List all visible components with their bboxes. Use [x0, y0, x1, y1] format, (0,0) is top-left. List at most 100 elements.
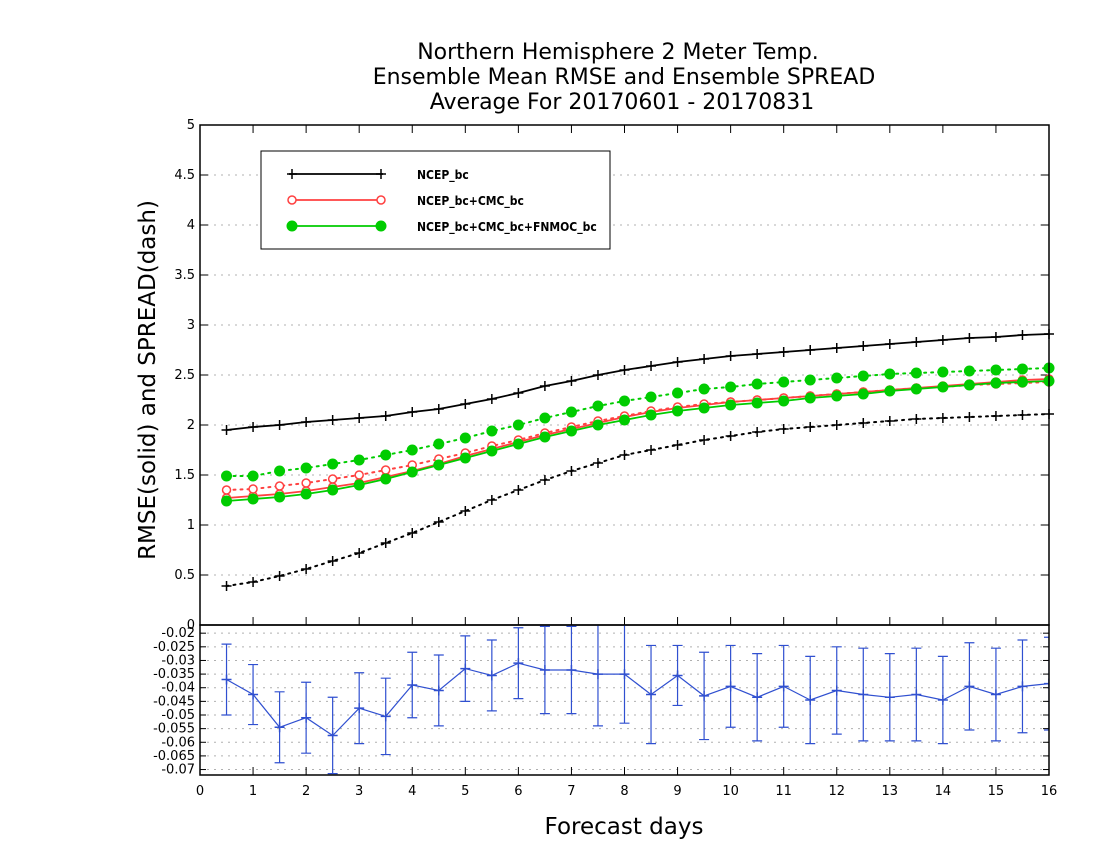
data-point-filled-circle — [831, 372, 843, 384]
data-point-filled-circle — [565, 406, 577, 418]
data-point-plus — [301, 712, 312, 723]
data-point-filled-circle — [286, 220, 298, 232]
data-point-plus — [274, 420, 285, 430]
data-point-filled-circle — [1016, 363, 1028, 375]
series-NCEP_bc+CMC_bc-dotted — [221, 377, 1054, 495]
data-point-plus — [672, 670, 683, 681]
data-point-filled-circle — [274, 491, 286, 503]
data-point-plus — [778, 681, 789, 692]
x-tick-label: 3 — [355, 784, 363, 799]
data-point-plus — [672, 357, 683, 367]
x-tick-label: 2 — [302, 784, 310, 799]
difference-series-clip — [221, 625, 1049, 775]
data-point-plus — [513, 485, 524, 495]
data-point-plus — [805, 422, 816, 432]
data-point-filled-circle — [698, 383, 710, 395]
data-point-filled-circle — [778, 395, 790, 407]
data-point-filled-circle — [459, 432, 471, 444]
data-point-plus — [619, 669, 630, 680]
data-point-plus — [354, 703, 365, 714]
data-point-plus — [752, 692, 763, 703]
data-point-filled-circle — [672, 387, 684, 399]
data-point-plus — [486, 394, 497, 404]
x-tick-label: 0 — [196, 784, 204, 799]
data-point-filled-circle — [725, 381, 737, 393]
data-point-open-circle — [354, 470, 364, 480]
data-point-plus — [911, 337, 922, 347]
data-point-plus — [248, 577, 259, 587]
data-point-plus — [460, 663, 471, 674]
data-point-plus — [858, 341, 869, 351]
data-point-filled-circle — [512, 419, 524, 431]
data-point-filled-circle — [406, 466, 418, 478]
data-point-plus — [937, 695, 948, 705]
data-point-plus — [566, 466, 577, 476]
data-point-plus — [301, 564, 312, 574]
data-point-plus — [380, 411, 391, 421]
data-point-plus — [990, 332, 1001, 342]
data-point-plus — [592, 669, 603, 680]
data-point-filled-circle — [433, 459, 445, 471]
data-point-plus — [831, 343, 842, 353]
data-point-plus — [407, 680, 418, 690]
data-point-filled-circle — [645, 391, 657, 403]
top-y-tick-label: 3 — [187, 318, 195, 333]
data-point-filled-circle — [645, 409, 657, 421]
data-point-filled-circle — [486, 445, 498, 457]
data-point-plus — [592, 370, 603, 380]
data-point-plus — [354, 548, 365, 558]
data-point-plus — [646, 689, 657, 700]
data-point-open-circle — [274, 481, 285, 491]
data-point-filled-circle — [353, 479, 365, 491]
data-point-plus — [248, 422, 259, 432]
data-point-filled-circle — [804, 392, 816, 404]
data-point-plus — [699, 354, 710, 364]
top-y-tick-label: 0.5 — [174, 568, 195, 583]
series-NCEP_bc+CMC_bc+FNMOC_bc-solid — [221, 375, 1055, 507]
legend-entry: NCEP_bc+CMC_bc+FNMOC_bc — [286, 220, 597, 235]
data-point-filled-circle — [406, 444, 418, 456]
top-y-tick-label: 1.5 — [174, 468, 195, 483]
data-point-filled-circle — [937, 366, 949, 378]
series-NCEP_bc+CMC_bc+FNMOC_bc-dotted — [221, 362, 1055, 482]
data-point-plus — [274, 722, 285, 733]
data-point-plus — [646, 445, 657, 455]
series-line — [225, 413, 1050, 587]
data-point-plus — [884, 416, 895, 426]
data-point-filled-circle — [804, 374, 816, 386]
chart-title-line-1: Northern Hemisphere 2 Meter Temp. — [417, 40, 819, 65]
top-y-tick-label: 1 — [187, 518, 195, 533]
data-point-filled-circle — [539, 412, 551, 424]
top-y-tick-label: 4.5 — [174, 168, 195, 183]
bottom-y-tick-label: -0.065 — [153, 749, 195, 764]
data-point-plus — [858, 689, 869, 700]
x-tick-label: 9 — [673, 784, 681, 799]
data-point-plus — [1017, 330, 1028, 340]
difference-line — [226, 662, 1049, 737]
data-point-filled-circle — [910, 367, 922, 379]
data-point-filled-circle — [486, 425, 498, 437]
data-point-plus — [354, 413, 365, 423]
data-point-plus — [301, 417, 312, 427]
data-point-plus — [858, 418, 869, 428]
data-point-open-circle — [248, 484, 258, 494]
data-point-filled-circle — [937, 381, 949, 393]
data-point-filled-circle — [327, 484, 339, 496]
bottom-y-tick-label: -0.04 — [161, 681, 195, 696]
data-point-filled-circle — [698, 402, 710, 414]
data-point-plus — [380, 538, 391, 548]
y-axis-label: RMSE(solid) and SPREAD(dash) — [135, 200, 161, 560]
x-tick-label: 5 — [461, 784, 469, 799]
data-point-plus — [964, 412, 975, 422]
data-point-plus — [990, 689, 1001, 700]
data-point-filled-circle — [539, 431, 551, 443]
data-point-filled-circle — [751, 397, 763, 409]
data-point-filled-circle — [672, 405, 684, 417]
data-point-filled-circle — [963, 365, 975, 377]
data-point-plus — [376, 169, 386, 179]
data-point-filled-circle — [221, 470, 233, 482]
bottom-y-tick-label: -0.045 — [153, 694, 195, 709]
data-point-filled-circle — [565, 425, 577, 437]
data-point-filled-circle — [857, 370, 869, 382]
data-point-filled-circle — [963, 379, 975, 391]
